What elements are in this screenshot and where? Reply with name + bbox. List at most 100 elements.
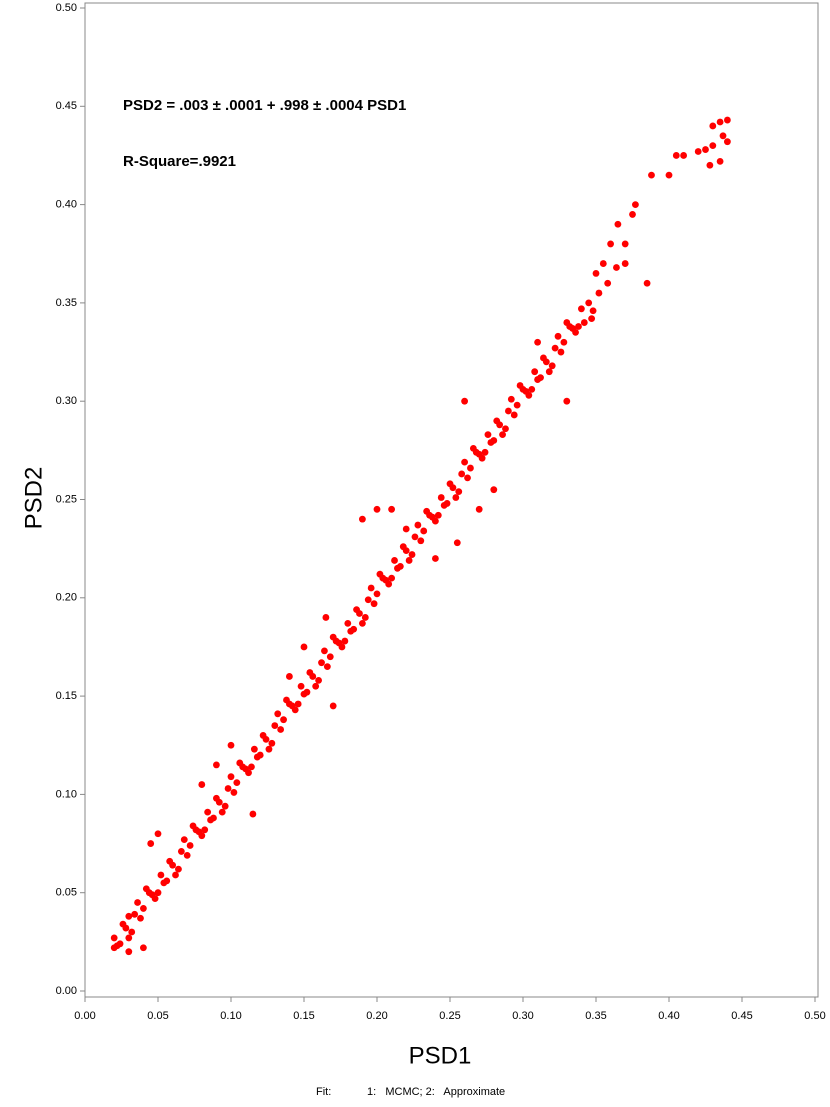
point bbox=[321, 647, 328, 655]
point bbox=[551, 344, 559, 352]
point bbox=[481, 448, 489, 456]
x-tick-label: 0.05 bbox=[147, 1010, 168, 1022]
point bbox=[545, 368, 553, 376]
point bbox=[719, 132, 727, 140]
point bbox=[286, 673, 293, 680]
point bbox=[592, 270, 600, 277]
point bbox=[300, 643, 308, 651]
point bbox=[125, 934, 133, 942]
point bbox=[599, 260, 607, 267]
point bbox=[706, 161, 714, 169]
point bbox=[578, 305, 585, 313]
fit-equation: PSD2 = .003 ± .0001 + .998 ± .0004 PSD1 bbox=[123, 97, 406, 114]
point bbox=[312, 682, 320, 690]
point bbox=[388, 505, 395, 513]
point bbox=[125, 948, 133, 956]
x-tick-label: 0.45 bbox=[731, 1010, 752, 1022]
point bbox=[516, 382, 524, 389]
point bbox=[554, 332, 562, 340]
point bbox=[475, 450, 483, 458]
point bbox=[643, 279, 651, 287]
point bbox=[563, 397, 571, 405]
point bbox=[154, 830, 162, 838]
footnote-label: Fit: bbox=[316, 1086, 331, 1098]
point bbox=[201, 826, 209, 834]
x-tick-label: 0.20 bbox=[366, 1010, 387, 1022]
point bbox=[233, 779, 241, 787]
x-tick-label: 0.15 bbox=[293, 1010, 314, 1022]
point bbox=[224, 785, 232, 792]
point bbox=[531, 368, 539, 376]
x-tick-label: 0.25 bbox=[439, 1010, 460, 1022]
point bbox=[329, 633, 337, 641]
point bbox=[548, 362, 556, 370]
point bbox=[140, 905, 147, 912]
point bbox=[614, 220, 622, 228]
point bbox=[268, 739, 276, 747]
point bbox=[227, 773, 235, 781]
point bbox=[534, 338, 541, 346]
point bbox=[306, 669, 314, 676]
point bbox=[709, 122, 717, 130]
point bbox=[580, 319, 588, 326]
point bbox=[195, 828, 203, 836]
point bbox=[522, 387, 530, 395]
point bbox=[469, 444, 477, 452]
point bbox=[702, 146, 709, 153]
point bbox=[464, 474, 471, 482]
y-tick-label: 0.50 bbox=[56, 2, 77, 14]
footnote-text: 1: MCMC; 2: Approximate bbox=[367, 1086, 505, 1098]
point bbox=[621, 260, 629, 267]
point bbox=[119, 920, 127, 928]
point bbox=[453, 539, 461, 547]
point bbox=[335, 639, 343, 647]
point bbox=[288, 702, 296, 710]
point bbox=[248, 763, 255, 771]
point bbox=[414, 521, 422, 529]
point bbox=[271, 722, 279, 729]
x-tick-label: 0.30 bbox=[512, 1010, 533, 1022]
point bbox=[709, 142, 717, 150]
point bbox=[613, 264, 620, 271]
point bbox=[399, 543, 407, 551]
point bbox=[227, 741, 235, 749]
point bbox=[607, 240, 614, 248]
point bbox=[347, 627, 355, 635]
point bbox=[694, 148, 702, 155]
point bbox=[411, 533, 419, 541]
point bbox=[236, 759, 244, 767]
point bbox=[724, 138, 731, 146]
point bbox=[128, 928, 136, 936]
x-tick-label: 0.35 bbox=[585, 1010, 606, 1022]
point bbox=[569, 325, 577, 332]
point bbox=[604, 279, 612, 287]
point bbox=[148, 891, 156, 899]
point bbox=[207, 816, 214, 824]
point bbox=[297, 682, 305, 690]
point bbox=[402, 525, 410, 533]
r-square: R-Square=.9921 bbox=[123, 153, 236, 170]
point bbox=[575, 323, 582, 330]
point bbox=[183, 851, 191, 859]
y-tick-label: 0.00 bbox=[56, 985, 77, 997]
point bbox=[344, 619, 352, 627]
point bbox=[318, 659, 325, 667]
point bbox=[280, 716, 287, 724]
point bbox=[534, 376, 541, 383]
point bbox=[186, 842, 194, 849]
point bbox=[560, 338, 568, 346]
point bbox=[388, 574, 395, 582]
point bbox=[110, 934, 118, 942]
point bbox=[274, 710, 282, 718]
point bbox=[373, 505, 381, 513]
point bbox=[329, 702, 337, 710]
point bbox=[499, 431, 506, 439]
point bbox=[394, 564, 401, 572]
point bbox=[408, 551, 416, 558]
y-tick-label: 0.40 bbox=[56, 199, 77, 211]
point bbox=[621, 240, 629, 248]
point bbox=[648, 171, 655, 179]
point bbox=[595, 289, 603, 297]
point bbox=[315, 676, 322, 684]
